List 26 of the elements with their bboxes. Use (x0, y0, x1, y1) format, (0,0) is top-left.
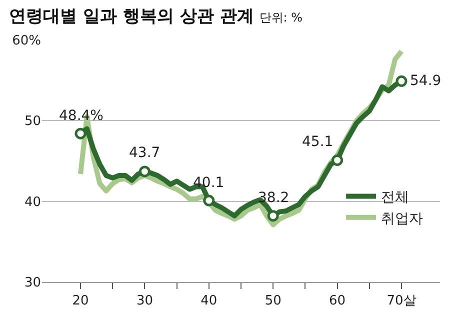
data-label: 48.4% (59, 108, 104, 124)
y-tick-label: 50 (24, 114, 41, 130)
legend-label: 취업자 (381, 210, 424, 227)
y-tick-label: 30 (24, 276, 41, 291)
x-tick-label: 30 (136, 294, 153, 309)
x-tick-label: 60 (329, 294, 346, 309)
point (203, 194, 215, 206)
x-tick-label: 70살 (386, 294, 416, 309)
point (74, 128, 86, 140)
data-label: 54.9 (410, 73, 442, 89)
point (396, 75, 408, 87)
x-tick-label: 20 (72, 294, 89, 309)
data-label: 43.7 (129, 145, 160, 161)
y-tick-label: 60% (12, 34, 41, 49)
data-label: 40.1 (193, 175, 224, 191)
chart-subtitle: 단위: % (259, 10, 303, 25)
data-label: 38.2 (258, 190, 290, 206)
y-tick-label: 40 (24, 194, 41, 210)
data-label: 45.1 (302, 134, 334, 150)
point (332, 154, 344, 166)
chart-title: 연령대별 일과 행복의 상관 관계 (9, 6, 254, 27)
x-tick-label: 40 (200, 294, 218, 309)
x-tick-label: 50 (264, 294, 282, 309)
legend-label: 전체 (381, 190, 410, 206)
point (138, 166, 150, 178)
point (267, 210, 279, 222)
